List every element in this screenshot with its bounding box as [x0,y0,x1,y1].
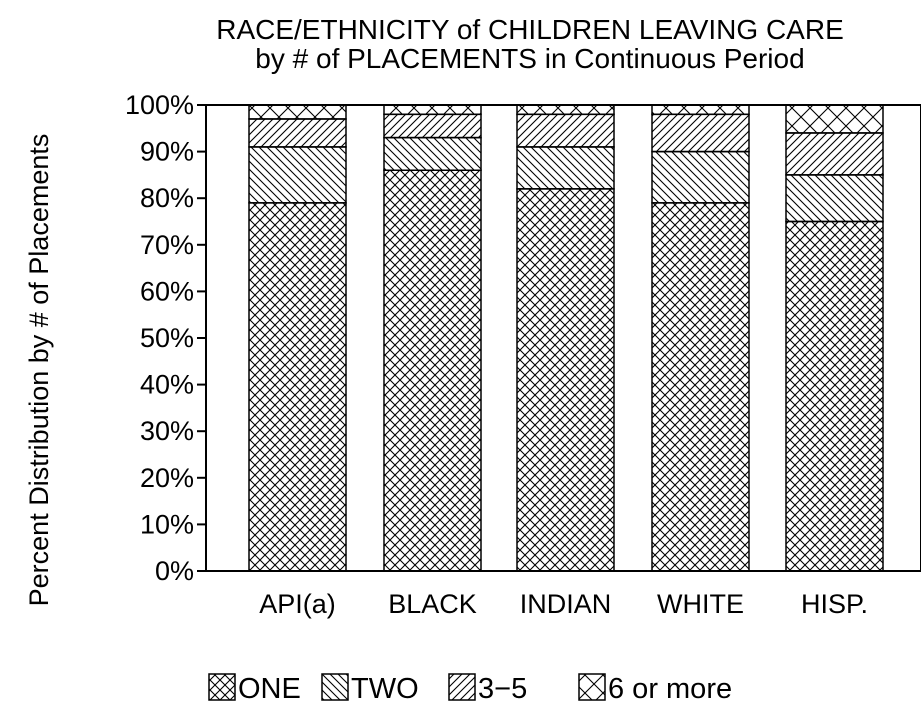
y-tick-label: 60% [140,276,194,306]
plot-area: 0% 10% 20% 30% 40% 50% 60% 70% 80% 90% 100% API(a)… [125,90,921,619]
x-labels: API(a) BLACK INDIAN WHITE HISP. [259,589,868,619]
y-ticks: 0% 10% 20% 30% 40% 50% 60% 70% 80% 90% 100% [125,90,206,586]
legend-label: ONE [238,673,301,702]
bar-segment [516,113,615,148]
legend-swatch [448,673,476,701]
bars [248,104,884,572]
y-tick-label: 10% [140,509,194,539]
x-category-label: BLACK [388,589,477,619]
y-tick-label: 0% [155,556,194,586]
bar-segment [248,146,347,204]
y-tick-label: 30% [140,416,194,446]
legend-label: 6 or more [608,673,732,702]
y-tick-label: 70% [140,230,194,260]
y-tick-label: 100% [125,90,194,120]
bar-segment [248,202,347,572]
x-category-label: WHITE [657,589,744,619]
bar-segment [383,136,482,171]
bar-segment [785,220,884,572]
x-category-label: API(a) [259,589,336,619]
chart-title-line-2: by # of PLACEMENTS in Continuous Period [255,43,804,74]
bar-segment [651,104,750,116]
bar-segment [516,104,615,116]
legend-swatch [578,673,606,701]
legend-label: 3−5 [478,673,527,702]
chart-title-line-1: RACE/ETHNICITY of CHILDREN LEAVING CARE [216,14,844,45]
legend-swatch [208,673,236,701]
legend-swatch [321,673,349,701]
legend-label: TWO [351,673,419,702]
y-tick-label: 40% [140,370,194,400]
bar-segment [516,188,615,572]
x-category-label: INDIAN [520,589,612,619]
bar-segment [651,113,750,153]
bar-segment [248,104,347,120]
bar-segment [383,104,482,116]
legend: ONE TWO 3−5 6 or more [208,673,732,702]
bar-segment [383,169,482,572]
bar-segment [248,118,347,148]
bar-segment [785,174,884,223]
bar-segment [785,132,884,176]
y-axis-label: Percent Distribution by # of Placements [24,134,54,607]
y-tick-label: 20% [140,463,194,493]
y-tick-label: 50% [140,323,194,353]
bar-segment [785,104,884,134]
y-tick-label: 80% [140,183,194,213]
y-tick-label: 90% [140,137,194,167]
bar-segment [516,146,615,190]
x-category-label: HISP. [801,589,868,619]
bar-segment [651,150,750,204]
bar-segment [383,113,482,139]
bar-segment [651,202,750,572]
